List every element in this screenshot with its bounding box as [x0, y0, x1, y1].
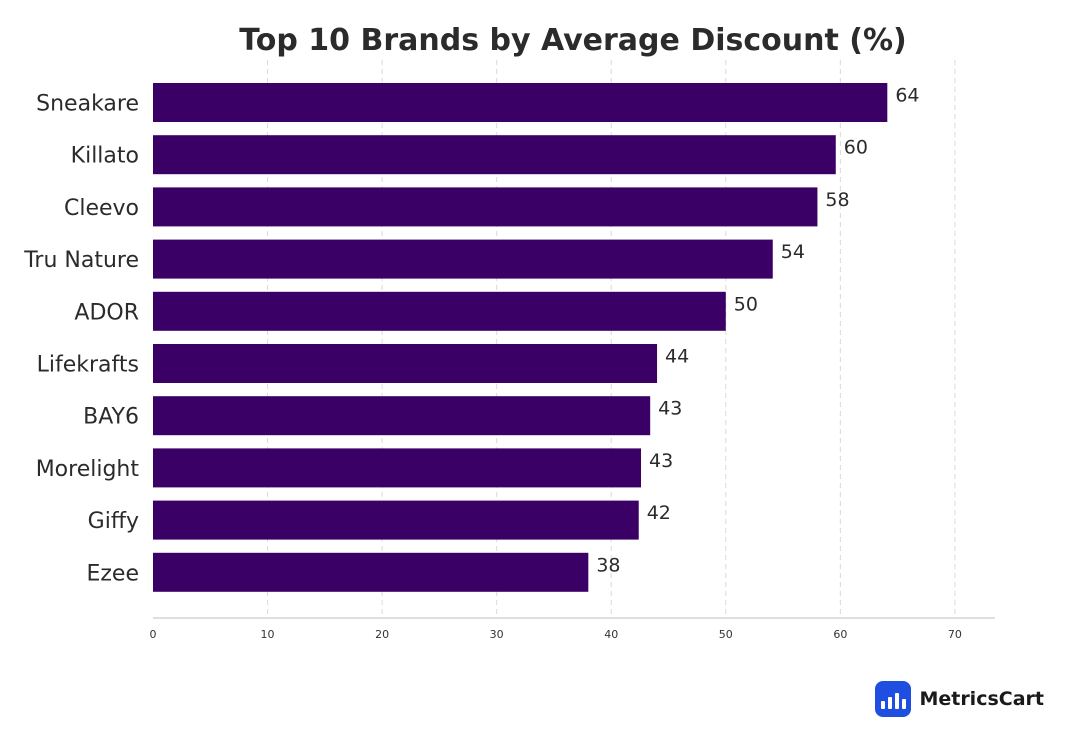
bars: [153, 83, 888, 592]
x-axis-ticks: 0 10 20 30 40 50 60 70: [150, 628, 962, 641]
bar: [153, 135, 836, 175]
category-label: Giffy: [88, 509, 139, 534]
value-label: 44: [665, 346, 689, 368]
bar: [153, 83, 888, 122]
value-label: 43: [649, 450, 673, 472]
x-tick-label: 50: [719, 628, 733, 641]
x-tick-label: 70: [948, 628, 962, 641]
value-label: 60: [844, 137, 868, 159]
category-label: BAY6: [83, 405, 139, 430]
value-label: 58: [825, 189, 849, 211]
value-label: 38: [596, 554, 620, 576]
value-label: 64: [895, 85, 919, 107]
x-tick-label: 10: [261, 628, 275, 641]
x-tick-label: 20: [375, 628, 389, 641]
x-tick-label: 60: [833, 628, 847, 641]
category-label: Killato: [71, 144, 139, 169]
value-label: 50: [734, 293, 758, 315]
bar: [153, 396, 651, 436]
category-label: Ezee: [86, 561, 139, 586]
x-tick-label: 30: [490, 628, 504, 641]
bar: [153, 500, 639, 540]
category-label: ADOR: [74, 300, 139, 325]
bar: [153, 448, 642, 488]
x-tick-label: 0: [150, 628, 157, 641]
value-label: 42: [647, 502, 671, 524]
category-label: Morelight: [36, 457, 140, 482]
bar: [153, 239, 773, 279]
bar: [153, 187, 818, 227]
bar: [153, 552, 589, 592]
value-labels: 64 60 58 54 50 44 43 43 42 38: [596, 85, 919, 577]
category-label: Sneakare: [36, 92, 139, 117]
bar-chart-icon: [875, 681, 912, 717]
category-label: Cleevo: [64, 196, 139, 221]
brand-name: MetricsCart: [919, 688, 1044, 710]
category-label: Tru Nature: [23, 248, 139, 273]
value-label: 43: [658, 398, 682, 420]
chart-title: Top 10 Brands by Average Discount (%): [239, 23, 907, 58]
x-tick-label: 40: [604, 628, 618, 641]
category-label: Lifekrafts: [37, 353, 139, 378]
brand-logo: MetricsCart: [875, 681, 1044, 717]
bar: [153, 291, 726, 331]
value-label: 54: [781, 241, 805, 263]
bar: [153, 344, 658, 383]
category-labels: Sneakare Killato Cleevo Tru Nature ADOR Lifek…: [23, 92, 139, 587]
